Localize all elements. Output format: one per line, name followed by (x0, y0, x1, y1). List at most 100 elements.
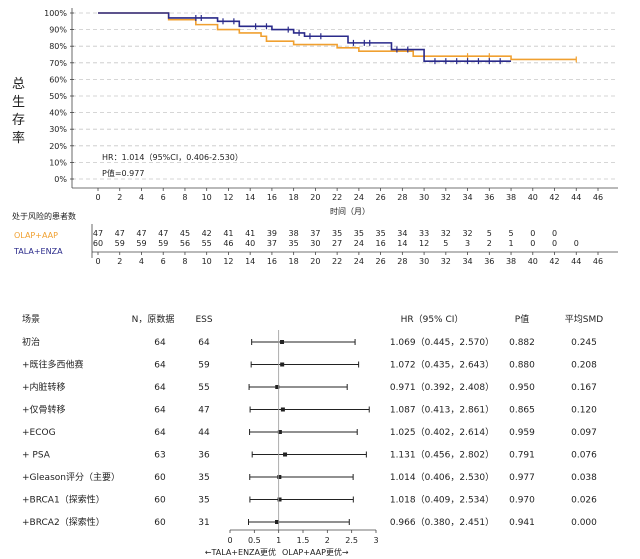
forest-p: 0.959 (509, 428, 535, 438)
km-ytick-label: 20% (49, 142, 67, 151)
forest-point (277, 475, 282, 479)
forest-ess: 35 (198, 496, 209, 506)
km-xtick-label: 38 (506, 193, 516, 202)
km-xtick-label: 36 (484, 193, 494, 202)
risk-xtick-label: 20 (310, 257, 320, 266)
risk-xtick-label: 36 (484, 257, 494, 266)
risk-tala-value: 1 (508, 239, 513, 248)
forest-plot: 场景 N，原数据 ESS HR（95% CI） P值 平均SMD 初治 64 64 1… (22, 313, 603, 557)
km-ytick-label: 100% (44, 9, 67, 18)
favors-left: ←TALA+ENZA更优 (205, 547, 276, 557)
hr-annotation: HR：1.014（95%CI，0.406-2.530） (102, 153, 243, 162)
forest-axis-tick: 3 (373, 536, 378, 545)
risk-xtick-label: 4 (139, 257, 144, 266)
km-xtick-label: 6 (161, 193, 166, 202)
km-ylabel-char-2: 存 (12, 113, 25, 128)
risk-tala-value: 2 (487, 239, 492, 248)
risk-tala-value: 59 (136, 239, 146, 248)
km-ytick-label: 80% (49, 42, 67, 51)
km-xtick-label: 14 (245, 193, 255, 202)
forest-n: 64 (154, 383, 166, 393)
forest-hr-text: 1.069（0.445，2.570） (390, 337, 494, 348)
km-ytick-label: 70% (49, 59, 67, 68)
km-ytick-label: 10% (49, 158, 67, 167)
forest-p: 0.865 (509, 406, 535, 416)
forest-ess: 35 (198, 473, 209, 483)
risk-xtick-label: 22 (332, 257, 342, 266)
forest-hr-text: 1.014（0.406，2.530） (390, 472, 494, 483)
risk-olap-value: 33 (419, 229, 429, 238)
forest-hr-text: 1.131（0.456，2.802） (390, 450, 494, 461)
risk-tala-value: 0 (530, 239, 535, 248)
header-smd: 平均SMD (565, 313, 603, 325)
forest-point (283, 452, 288, 457)
risk-xtick-label: 32 (441, 257, 451, 266)
km-series-TALA+ENZA (98, 12, 512, 62)
km-xtick-label: 40 (528, 193, 538, 202)
km-xtick-label: 24 (354, 193, 364, 202)
km-xtick-label: 4 (139, 193, 144, 202)
risk-olap-value: 42 (202, 229, 212, 238)
risk-table: 处于风险的患者数 OLAP+AAP TALA+ENZA 47 47 47 47 45 42… (12, 211, 618, 266)
km-xtick-label: 30 (419, 193, 429, 202)
forest-hr-text: 0.971（0.392，2.408） (390, 382, 494, 393)
risk-tala-value: 27 (332, 239, 342, 248)
risk-tala-value: 60 (93, 239, 103, 248)
km-xtick-label: 12 (223, 193, 233, 202)
km-xtick-label: 32 (441, 193, 451, 202)
risk-table-title: 处于风险的患者数 (12, 211, 76, 221)
km-ytick-label: 30% (49, 125, 67, 134)
risk-olap-value: 41 (223, 229, 233, 238)
risk-xtick-label: 28 (397, 257, 407, 266)
risk-xtick-label: 2 (117, 257, 122, 266)
forest-ess: 64 (198, 338, 210, 348)
risk-tala-value: 40 (245, 239, 255, 248)
risk-xtick-label: 8 (182, 257, 187, 266)
km-xtick-label: 0 (95, 193, 100, 202)
km-ylabel-char-3: 率 (12, 130, 25, 146)
p-annotation: P值=0.977 (102, 168, 144, 178)
risk-tala-value: 5 (443, 239, 448, 248)
forest-smd: 0.000 (571, 518, 597, 528)
forest-scenario: +ECOG (22, 428, 56, 438)
forest-hr-text: 0.966（0.380，2.451） (390, 517, 494, 528)
risk-olap-value: 47 (93, 229, 103, 238)
km-ylabel-char-1: 生 (12, 95, 25, 110)
km-chart: 总 生 存 率 100%90%80%70%60%50%40%30%20%10%0… (12, 8, 618, 216)
km-xtick-label: 2 (117, 193, 122, 202)
forest-smd: 0.167 (571, 383, 597, 393)
forest-p: 0.880 (509, 361, 535, 371)
km-xtick-label: 8 (182, 193, 187, 202)
forest-p: 0.882 (509, 338, 535, 348)
forest-p: 0.970 (509, 496, 535, 506)
forest-axis-tick: 2.5 (345, 536, 358, 545)
forest-smd: 0.245 (571, 338, 597, 348)
risk-xtick-label: 10 (202, 257, 212, 266)
risk-tala-value: 59 (115, 239, 125, 248)
forest-ess: 59 (198, 361, 210, 371)
header-p: P值 (515, 313, 529, 325)
risk-olap-value: 37 (310, 229, 320, 238)
forest-point (280, 362, 285, 367)
forest-ess: 36 (198, 451, 210, 461)
risk-tala-value: 35 (289, 239, 299, 248)
forest-axis-tick: 0 (227, 536, 232, 545)
km-xtick-label: 16 (267, 193, 277, 202)
forest-smd: 0.208 (571, 361, 597, 371)
risk-tala-value: 56 (180, 239, 190, 248)
favors-right: OLAP+AAP更优→ (282, 547, 349, 557)
risk-xtick-label: 38 (506, 257, 516, 266)
forest-scenario: +既往多西他赛 (22, 359, 84, 371)
forest-smd: 0.076 (571, 451, 597, 461)
risk-olap-value: 41 (245, 229, 255, 238)
km-xtick-label: 18 (289, 193, 299, 202)
risk-olap-value: 47 (136, 229, 146, 238)
forest-axis-tick: 1 (276, 536, 281, 545)
forest-scenario: +BRCA1（探索性） (22, 494, 105, 506)
risk-tala-value: 16 (376, 239, 386, 248)
forest-point (280, 407, 285, 412)
risk-xtick-label: 12 (223, 257, 233, 266)
km-ytick-label: 40% (49, 109, 67, 118)
km-ytick-label: 50% (49, 92, 67, 101)
